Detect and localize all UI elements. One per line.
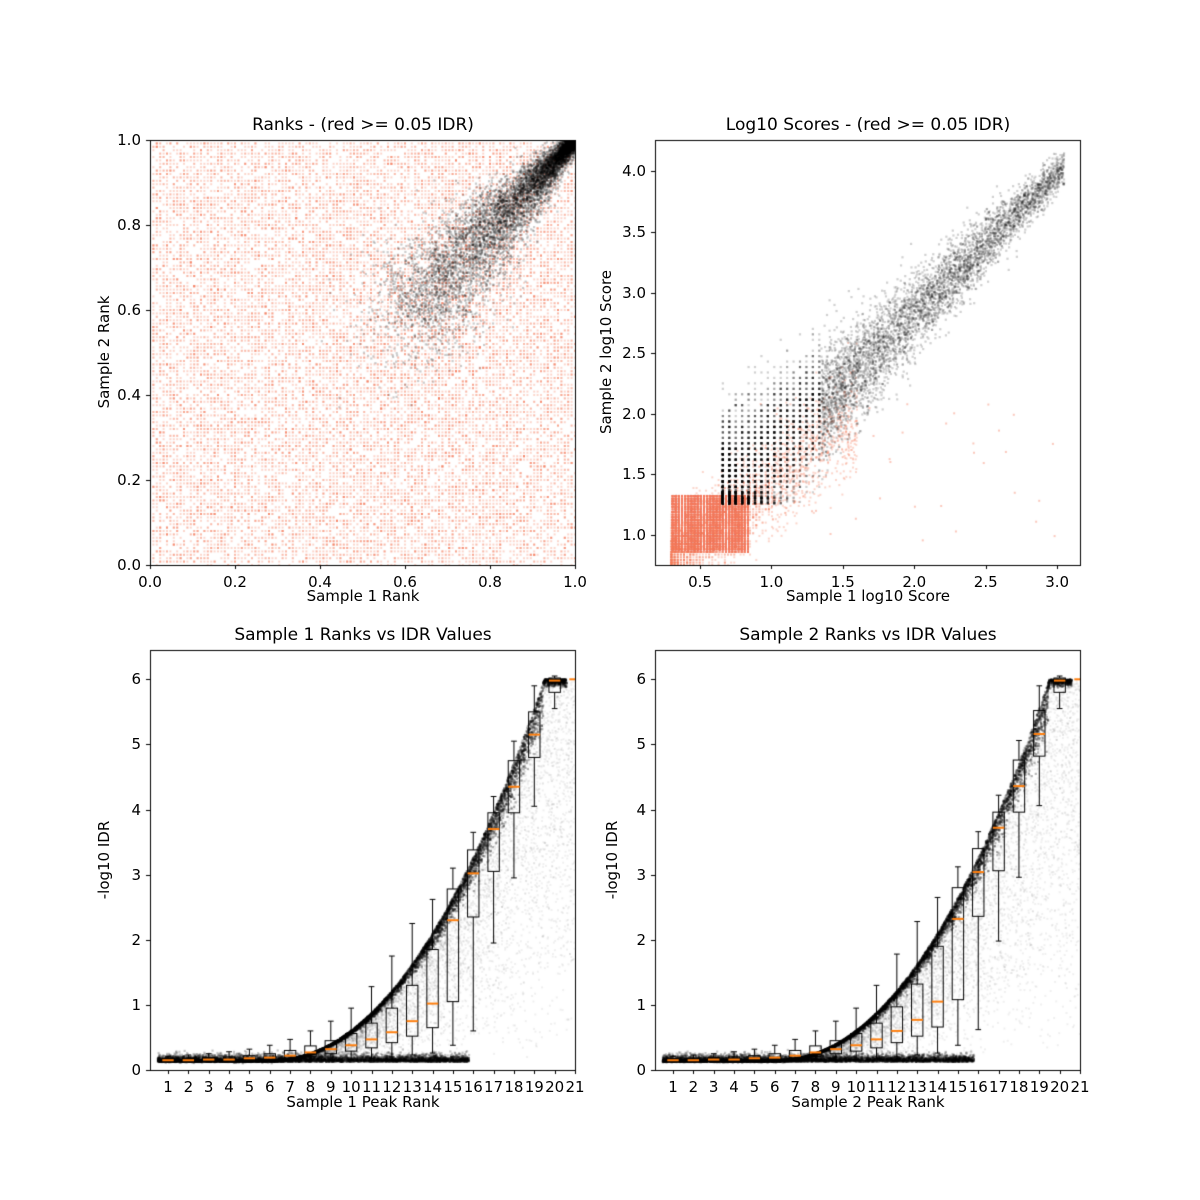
x-tick-label: 5 <box>749 1078 760 1096</box>
x-tick-label: 11 <box>361 1078 382 1096</box>
x-tick-label: 4 <box>224 1078 234 1096</box>
x-tick-label: 2.5 <box>973 573 998 591</box>
y-tick-label: 0.6 <box>117 301 141 319</box>
x-tick-label: 3 <box>708 1078 719 1096</box>
x-tick-label: 3 <box>203 1078 214 1096</box>
x-tick-label: 0.2 <box>223 573 247 591</box>
y-tick-label: 6 <box>131 670 141 689</box>
x-tick-label: 14 <box>423 1078 443 1096</box>
x-tick-label: 11 <box>866 1078 887 1096</box>
y-tick-label: 1.0 <box>622 525 646 544</box>
y-tick-label: 2.0 <box>622 404 646 423</box>
y-tick-label: 4 <box>636 800 646 819</box>
y-tick-label: 1 <box>636 995 646 1014</box>
x-tick-label: 6 <box>264 1078 275 1096</box>
x-tick-label: 12 <box>887 1078 907 1096</box>
y-tick-label: 4 <box>131 800 141 819</box>
x-tick-label: 2.0 <box>902 573 927 591</box>
y-tick-label: 3.5 <box>622 223 646 242</box>
ranks-xaxis-label: Sample 1 Rank <box>306 587 420 605</box>
y-tick-label: 1.5 <box>622 465 646 484</box>
x-tick-label: 13 <box>402 1078 422 1096</box>
x-tick-label: 0.4 <box>308 573 332 591</box>
y-tick-label: 1 <box>131 995 141 1014</box>
x-tick-label: 7 <box>285 1078 295 1096</box>
scores-xaxis-label: Sample 1 log10 Score <box>785 587 951 605</box>
x-tick-label: 1.0 <box>759 573 784 591</box>
y-tick-label: 3.0 <box>622 283 646 302</box>
x-tick-label: 0.6 <box>393 573 417 591</box>
y-tick-label: 0.2 <box>117 471 141 489</box>
x-tick-label: 15 <box>443 1078 463 1096</box>
x-tick-label: 9 <box>326 1078 336 1096</box>
sample2-idr-plot-title: Sample 2 Ranks vs IDR Values <box>739 625 997 645</box>
sample1-idr-yaxis-label: -log10 IDR <box>95 820 113 900</box>
x-tick-label: 2 <box>688 1078 699 1096</box>
x-tick-label: 21 <box>1070 1078 1090 1096</box>
scores-plot-title: Log10 Scores - (red >= 0.05 IDR) <box>725 115 1011 135</box>
x-tick-label: 5 <box>244 1078 255 1096</box>
sample2-idr-yaxis-label: -log10 IDR <box>603 820 621 900</box>
x-tick-label: 21 <box>565 1078 585 1096</box>
sample2-idr-xaxis-label: Sample 2 Peak Rank <box>791 1093 945 1111</box>
y-tick-label: 1.0 <box>117 131 141 149</box>
x-tick-label: 17 <box>989 1078 1009 1096</box>
x-tick-label: 12 <box>382 1078 402 1096</box>
scores-yaxis-label: Sample 2 log10 Score <box>597 269 615 435</box>
x-tick-label: 20 <box>1050 1078 1070 1096</box>
x-tick-label: 14 <box>928 1078 948 1096</box>
x-tick-label: 0.0 <box>138 573 162 591</box>
x-tick-label: 1.0 <box>563 573 587 591</box>
x-tick-label: 4 <box>729 1078 739 1096</box>
sample1-idr-plot-title: Sample 1 Ranks vs IDR Values <box>234 625 492 645</box>
x-tick-label: 13 <box>907 1078 927 1096</box>
x-tick-label: 7 <box>790 1078 800 1096</box>
x-tick-label: 10 <box>341 1078 361 1096</box>
x-tick-label: 18 <box>504 1078 524 1096</box>
x-tick-label: 0.8 <box>478 573 502 591</box>
y-tick-label: 6 <box>636 670 646 689</box>
y-tick-label: 2 <box>636 930 646 949</box>
x-tick-label: 8 <box>810 1078 821 1096</box>
y-tick-label: 5 <box>636 735 646 754</box>
x-tick-label: 16 <box>463 1078 483 1096</box>
y-tick-label: 5 <box>131 735 141 754</box>
x-tick-label: 16 <box>968 1078 988 1096</box>
x-tick-label: 17 <box>484 1078 504 1096</box>
x-tick-label: 9 <box>831 1078 841 1096</box>
x-tick-label: 19 <box>524 1078 544 1096</box>
x-tick-label: 20 <box>545 1078 565 1096</box>
y-tick-label: 0.8 <box>117 216 141 234</box>
y-tick-label: 0 <box>636 1061 646 1079</box>
y-tick-label: 3 <box>131 865 141 884</box>
x-tick-label: 0.5 <box>688 573 712 591</box>
x-tick-label: 10 <box>846 1078 866 1096</box>
x-tick-label: 2 <box>183 1078 194 1096</box>
y-tick-label: 2.5 <box>622 344 646 363</box>
y-tick-label: 3 <box>636 865 646 884</box>
x-tick-label: 8 <box>305 1078 316 1096</box>
ranks-yaxis-label: Sample 2 Rank <box>95 295 113 409</box>
x-tick-label: 1 <box>163 1078 173 1096</box>
y-tick-label: 0 <box>131 1061 141 1079</box>
x-tick-label: 3.0 <box>1045 573 1070 591</box>
x-tick-label: 6 <box>769 1078 780 1096</box>
x-tick-label: 1 <box>668 1078 678 1096</box>
x-tick-label: 18 <box>1009 1078 1029 1096</box>
sample1-idr-xaxis-label: Sample 1 Peak Rank <box>286 1093 440 1111</box>
y-tick-label: 0.4 <box>117 386 141 404</box>
y-tick-label: 4.0 <box>622 162 646 181</box>
ranks-plot-title: Ranks - (red >= 0.05 IDR) <box>252 115 474 135</box>
y-tick-label: 2 <box>131 930 141 949</box>
x-tick-label: 15 <box>948 1078 968 1096</box>
y-tick-label: 0.0 <box>117 556 141 574</box>
x-tick-label: 19 <box>1029 1078 1049 1096</box>
x-tick-label: 1.5 <box>830 573 855 591</box>
